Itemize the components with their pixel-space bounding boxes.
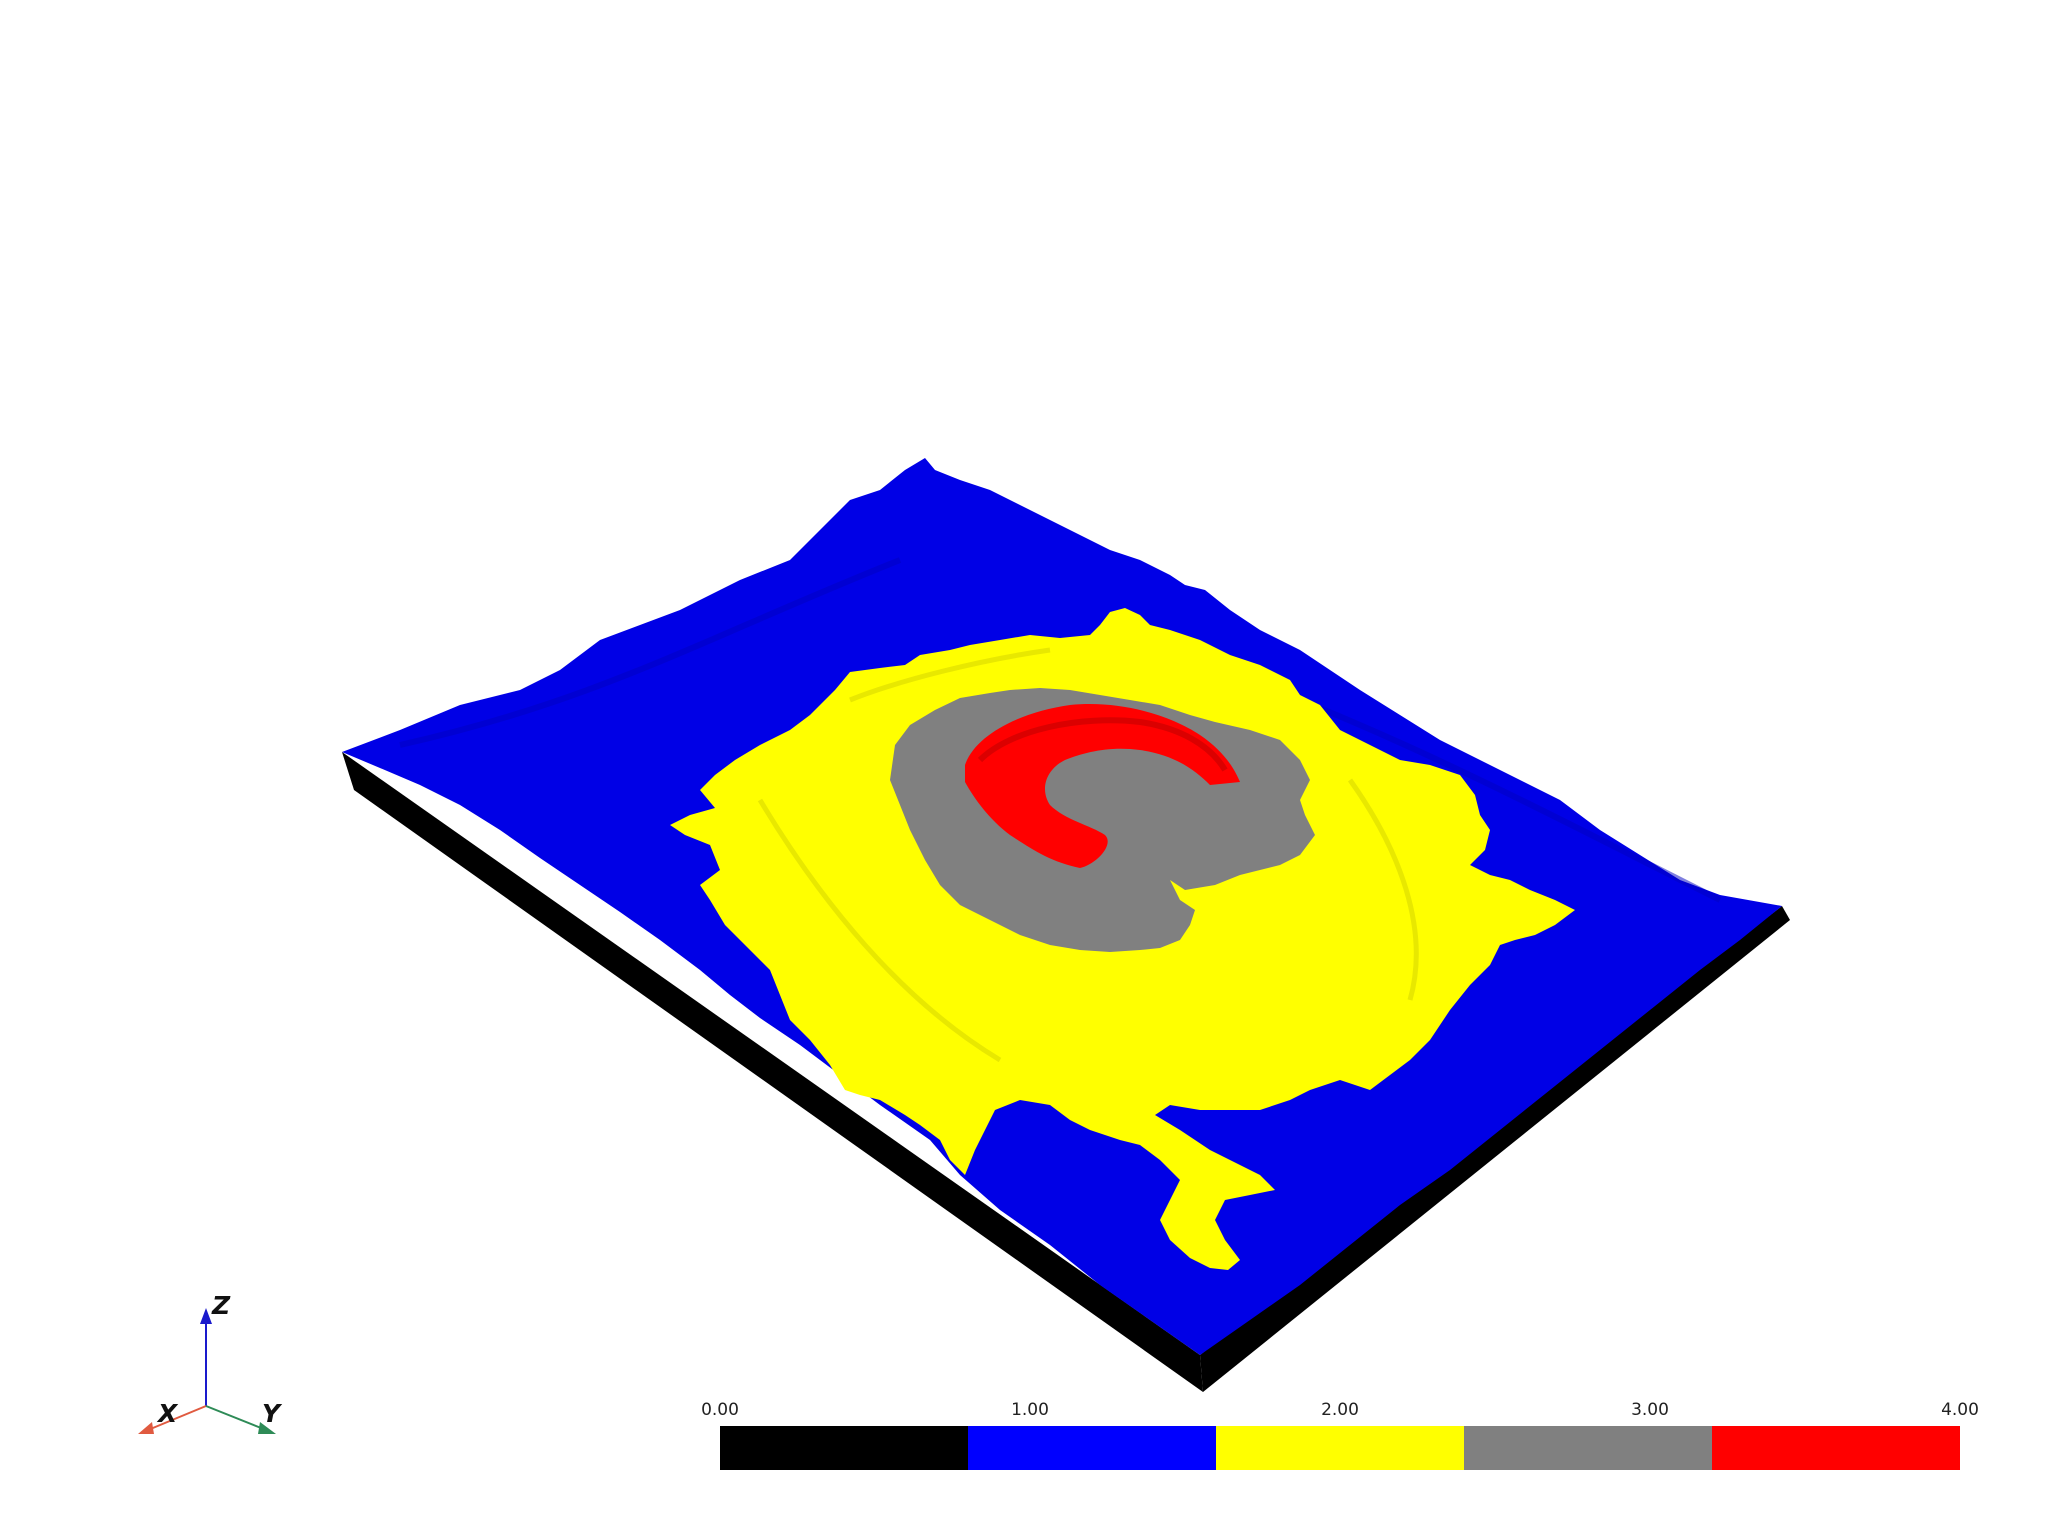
colorbar-tick-label: 0.00 (701, 1400, 739, 1420)
terrain-summit-region (965, 704, 1240, 868)
base-shading (399, 557, 1722, 903)
axis-z-label: Z (211, 1291, 231, 1320)
colorbar-segment (1712, 1426, 1960, 1470)
axis-y-line (205, 1405, 267, 1431)
colorbar-strip (720, 1426, 1960, 1470)
colorbar-segment (968, 1426, 1216, 1470)
axis-y-label: Y (262, 1399, 283, 1428)
axis-z-arrowhead (200, 1308, 212, 1324)
colorbar-segment (720, 1426, 968, 1470)
summit-shading (977, 717, 1228, 772)
colorbar: 0.00 1.00 2.00 3.00 4.00 (701, 1400, 1979, 1470)
axis-x-line (147, 1405, 207, 1431)
colorbar-segment (1464, 1426, 1712, 1470)
colorbar-tick-label: 3.00 (1631, 1400, 1669, 1420)
colorbar-tick-labels: 0.00 1.00 2.00 3.00 4.00 (701, 1400, 1979, 1424)
colorbar-tick-label: 1.00 (1011, 1400, 1049, 1420)
colorbar-tick-label: 2.00 (1321, 1400, 1359, 1420)
axis-x-label: X (156, 1399, 179, 1428)
orientation-axes: Z X Y (138, 1291, 283, 1434)
colorbar-segment (1216, 1426, 1464, 1470)
axis-y-arrowhead (258, 1422, 276, 1434)
terrain-side-wall-left (342, 752, 1203, 1392)
axis-x-arrowhead (138, 1422, 154, 1434)
colorbar-tick-label: 4.00 (1941, 1400, 1979, 1420)
terrain-side-wall-right (1200, 906, 1790, 1392)
slope-shading (757, 647, 1419, 1063)
